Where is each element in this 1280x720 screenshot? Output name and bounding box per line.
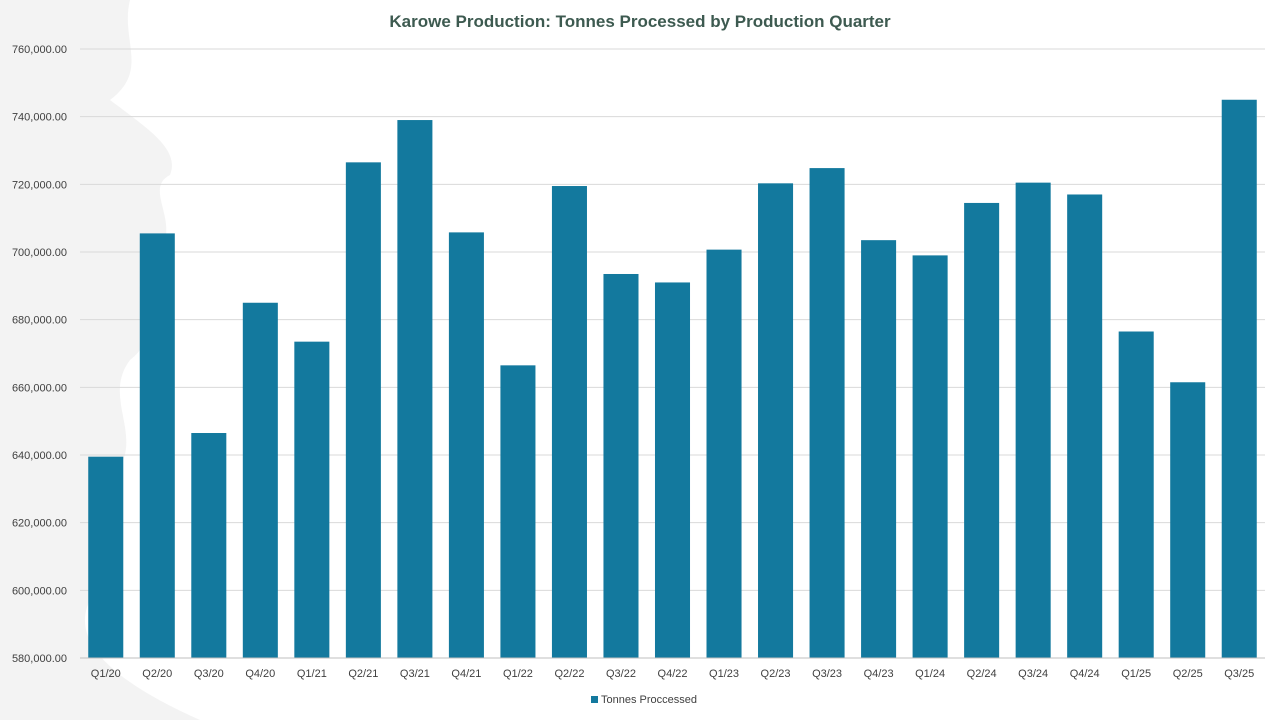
bar-q2-22 xyxy=(551,186,587,658)
x-tick-label: Q1/21 xyxy=(297,668,327,680)
bar-q4-22 xyxy=(654,282,691,658)
bar-q1-23 xyxy=(706,249,742,659)
legend-label: Tonnes Proccessed xyxy=(601,694,697,706)
x-tick-label: Q4/23 xyxy=(864,668,894,680)
x-axis-ticks: Q1/20 Q2/20 Q3/20 Q4/20 Q1/21 Q2/21 Q3/21 Q4/21… xyxy=(91,668,1254,680)
bar-q2-20 xyxy=(139,233,175,658)
y-tick-label: 660,000.00 xyxy=(12,382,67,394)
y-tick-label: 700,000.00 xyxy=(12,247,67,259)
x-tick-label: Q4/21 xyxy=(451,668,481,680)
x-tick-label: Q3/21 xyxy=(400,668,430,680)
y-tick-label: 760,000.00 xyxy=(12,44,67,56)
x-tick-label: Q1/24 xyxy=(915,668,945,680)
background-watermark xyxy=(0,0,200,720)
bar-q1-21 xyxy=(294,341,330,658)
bar-q3-21 xyxy=(397,120,433,659)
x-tick-label: Q3/22 xyxy=(606,668,636,680)
y-tick-label: 740,000.00 xyxy=(12,112,67,124)
bar-q2-25 xyxy=(1170,382,1206,658)
bar-q1-20 xyxy=(88,456,124,658)
x-tick-label: Q4/20 xyxy=(245,668,275,680)
x-tick-label: Q2/24 xyxy=(967,668,997,680)
x-tick-label: Q3/23 xyxy=(812,668,842,680)
bar-q2-24 xyxy=(964,202,1000,659)
y-tick-label: 620,000.00 xyxy=(12,518,67,530)
bar-q3-20 xyxy=(191,433,227,658)
bar-q3-25 xyxy=(1221,99,1257,658)
legend: Tonnes Proccessed xyxy=(591,694,697,706)
x-tick-label: Q3/20 xyxy=(194,668,224,680)
bar-q1-25 xyxy=(1118,331,1154,658)
x-tick-label: Q3/25 xyxy=(1224,668,1254,680)
x-tick-label: Q2/23 xyxy=(761,668,791,680)
y-axis-ticks: 580,000.00 600,000.00 620,000.00 640,000.00… xyxy=(12,44,67,665)
bar-q2-23 xyxy=(758,183,794,658)
bars xyxy=(88,99,1257,659)
bar-q4-21 xyxy=(448,232,484,659)
bar-q3-24 xyxy=(1015,182,1051,658)
x-tick-label: Q1/25 xyxy=(1121,668,1151,680)
bar-q4-23 xyxy=(861,240,897,659)
x-tick-label: Q4/22 xyxy=(658,668,688,680)
bar-q1-24 xyxy=(912,255,948,658)
x-tick-label: Q3/24 xyxy=(1018,668,1048,680)
chart-title: Karowe Production: Tonnes Processed by P… xyxy=(389,12,891,31)
x-tick-label: Q1/22 xyxy=(503,668,533,680)
bar-q1-22 xyxy=(500,365,536,658)
x-tick-label: Q2/22 xyxy=(554,668,584,680)
x-tick-label: Q2/21 xyxy=(348,668,378,680)
bar-q2-21 xyxy=(345,162,381,658)
bar-q3-23 xyxy=(809,168,845,659)
x-tick-label: Q4/24 xyxy=(1070,668,1100,680)
x-tick-label: Q1/20 xyxy=(91,668,121,680)
y-tick-label: 580,000.00 xyxy=(12,653,67,665)
x-tick-label: Q1/23 xyxy=(709,668,739,680)
x-tick-label: Q2/25 xyxy=(1173,668,1203,680)
legend-swatch xyxy=(591,696,598,703)
y-tick-label: 640,000.00 xyxy=(12,450,67,462)
y-tick-label: 680,000.00 xyxy=(12,315,67,327)
bar-q3-22 xyxy=(603,273,639,658)
y-tick-label: 720,000.00 xyxy=(12,179,67,191)
x-tick-label: Q2/20 xyxy=(142,668,172,680)
bar-q4-20 xyxy=(242,302,278,658)
bar-q4-24 xyxy=(1067,194,1103,658)
y-tick-label: 600,000.00 xyxy=(12,585,67,597)
